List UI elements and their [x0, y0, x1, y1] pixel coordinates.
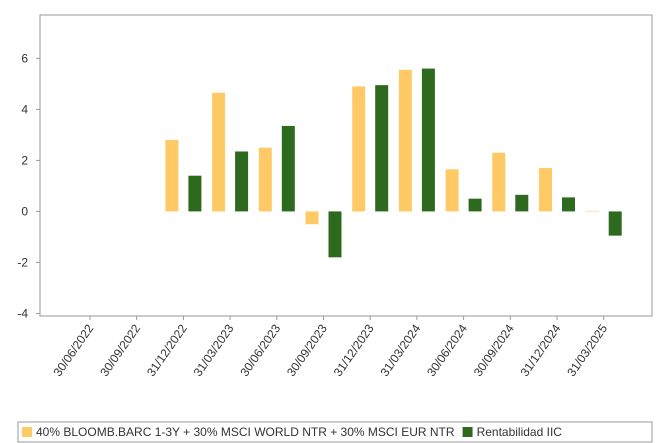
bar	[585, 210, 599, 212]
bar	[539, 168, 552, 212]
y-tick-label: 2	[21, 153, 28, 167]
bar	[608, 211, 622, 236]
y-tick-label: 4	[21, 102, 28, 116]
x-tick-label: 31/03/2025	[564, 321, 610, 378]
legend-swatch	[22, 427, 32, 437]
y-tick-label: -2	[17, 255, 28, 269]
x-tick-label: 31/03/2024	[377, 321, 423, 378]
x-tick-label: 30/09/2024	[471, 321, 517, 378]
x-tick-label: 30/06/2023	[237, 321, 283, 378]
bar	[445, 169, 459, 212]
x-tick-label: 30/09/2022	[97, 321, 143, 378]
bar	[212, 92, 226, 212]
x-tick-label: 31/12/2024	[518, 321, 564, 378]
x-tick-label: 30/09/2023	[284, 321, 330, 378]
bar	[165, 139, 179, 212]
bar	[258, 147, 272, 212]
bar	[562, 197, 575, 212]
bar	[492, 152, 506, 212]
bar	[398, 69, 412, 212]
bar	[281, 125, 295, 212]
x-tick-label: 31/12/2023	[331, 321, 377, 378]
x-tick-label: 31/12/2022	[144, 321, 190, 378]
legend-swatch	[462, 427, 473, 437]
x-tick-label: 31/03/2023	[191, 321, 237, 378]
plot-frame	[39, 14, 653, 317]
bar	[421, 68, 435, 212]
y-tick-label: -4	[17, 306, 28, 320]
x-tick-label: 30/06/2022	[51, 321, 97, 378]
bar	[515, 194, 529, 212]
legend-label: 40% BLOOMB.BARC 1-3Y + 30% MSCI WORLD NT…	[36, 425, 455, 439]
bar	[468, 198, 482, 212]
bar	[235, 151, 249, 212]
bar	[375, 85, 389, 212]
y-tick-label: 6	[21, 51, 28, 65]
bar	[188, 175, 202, 212]
y-tick-label: 0	[21, 204, 28, 218]
legend-label: Rentabilidad IIC	[477, 425, 563, 439]
legend-frame	[17, 421, 653, 443]
bar	[305, 211, 319, 225]
x-tick-label: 30/06/2024	[424, 321, 470, 378]
bar	[328, 211, 342, 258]
bar	[352, 86, 366, 212]
